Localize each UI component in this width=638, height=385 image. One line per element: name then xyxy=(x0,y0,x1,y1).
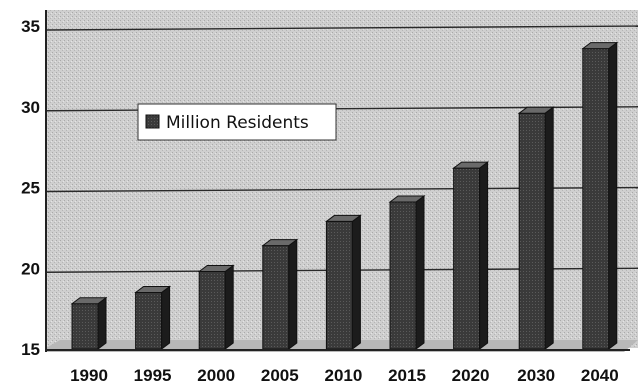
x-axis-ticks: 1990 1995 2000 2005 2010 2015 2020 2030 2040 xyxy=(70,366,619,385)
y-tick-label: 15 xyxy=(21,340,40,359)
y-tick-label: 35 xyxy=(21,17,40,36)
x-tick-label: 2015 xyxy=(388,366,426,385)
y-tick-label: 30 xyxy=(21,98,40,117)
bar xyxy=(452,161,490,350)
x-tick-label: 1990 xyxy=(70,366,108,385)
gridline xyxy=(45,25,638,31)
x-tick-label: 1995 xyxy=(134,366,172,385)
bar xyxy=(388,195,426,350)
legend: Million Residents xyxy=(137,103,337,141)
bar xyxy=(324,214,362,350)
x-tick-label: 2000 xyxy=(197,366,235,385)
y-tick-label: 25 xyxy=(21,179,40,198)
y-tick-label: 20 xyxy=(21,259,40,278)
bar xyxy=(197,264,235,350)
x-tick-label: 2010 xyxy=(324,366,362,385)
legend-box xyxy=(137,103,337,141)
y-axis-ticks: 15 20 25 30 35 xyxy=(21,17,40,359)
x-tick-label: 2040 xyxy=(581,366,619,385)
x-tick-label: 2005 xyxy=(261,366,299,385)
legend-label: Million Residents xyxy=(166,113,309,133)
x-tick-label: 2020 xyxy=(452,366,490,385)
bar xyxy=(70,296,108,350)
x-tick-label: 2030 xyxy=(517,366,555,385)
bar xyxy=(261,238,299,350)
bar xyxy=(581,41,619,350)
bar xyxy=(517,106,555,350)
legend-swatch xyxy=(145,114,160,129)
bar xyxy=(134,285,172,350)
bars xyxy=(70,41,619,350)
